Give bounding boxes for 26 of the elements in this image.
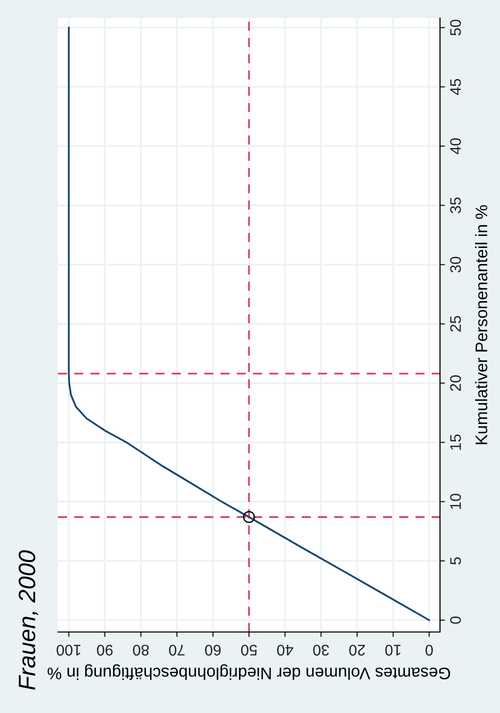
text: Frauen, 2000 xyxy=(18,550,38,690)
y-tick-label: 30 xyxy=(450,256,461,273)
y-tick-label: 20 xyxy=(450,375,461,391)
y-tick-label: 10 xyxy=(450,494,461,509)
y-tick-label: 40 xyxy=(450,138,461,154)
x-tick-label: 30 xyxy=(313,644,329,656)
x-tick-label: 20 xyxy=(349,644,365,656)
y-tick-label: 45 xyxy=(450,78,461,95)
x-tick-label: 70 xyxy=(169,644,185,656)
x-tick-label: 60 xyxy=(205,644,221,656)
y-tick-label: 15 xyxy=(450,434,461,450)
y-tick-label: 35 xyxy=(450,198,461,214)
x-axis-title: Gesamtes Volumen der Niedriglohnbeschäftigung in % xyxy=(48,664,450,680)
x-tick-label: 10 xyxy=(385,644,400,656)
y-tick-label: 50 xyxy=(450,20,461,36)
x-tick-label: 50 xyxy=(241,644,257,656)
y-tick-label: 25 xyxy=(450,316,461,332)
line-series xyxy=(68,26,430,622)
x-tick-label: 90 xyxy=(96,644,113,656)
y-tick-label: 5 xyxy=(450,557,461,565)
y-axis-title: Kumulativer Personenanteil in % xyxy=(475,205,488,444)
x-tick-label: 80 xyxy=(132,644,149,656)
x-tick-label: 100 xyxy=(56,644,80,656)
x-tick-label: 0 xyxy=(426,644,433,656)
x-tick-label: 40 xyxy=(277,644,294,656)
y-tick-label: 0 xyxy=(450,616,461,624)
